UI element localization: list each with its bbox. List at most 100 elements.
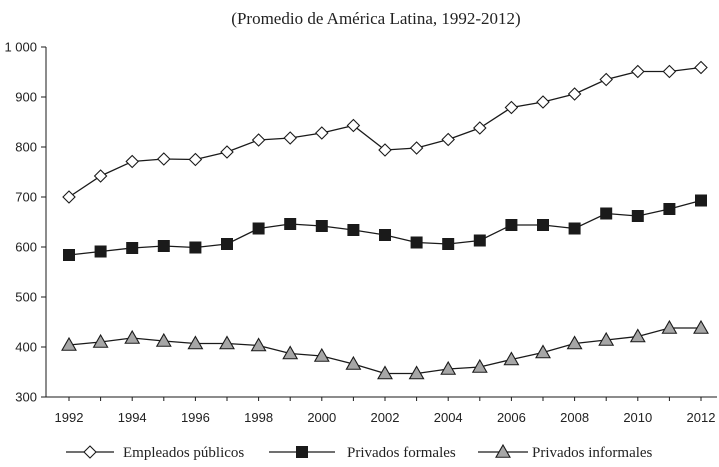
data-point <box>188 152 203 167</box>
series-0 <box>62 60 708 204</box>
data-point <box>503 351 520 366</box>
data-point <box>315 220 328 232</box>
y-tick-label: 500 <box>15 290 37 305</box>
data-point <box>473 121 487 135</box>
y-tick-label: 800 <box>15 140 37 155</box>
x-tick-label: 1992 <box>55 410 84 425</box>
data-point <box>315 126 329 140</box>
data-point <box>94 245 107 258</box>
legend: Empleados públicos Privados formales Priva… <box>66 443 653 461</box>
data-point <box>598 331 615 346</box>
legend-label: Privados formales <box>347 445 456 461</box>
data-point <box>61 336 77 351</box>
data-point <box>409 141 424 155</box>
x-tick-label: 2004 <box>434 410 463 425</box>
axes: 300 400 500 600 700 800 900 1 000 1992 1994 1996 19… <box>4 40 717 425</box>
legend-item: Empleados públicos <box>66 445 244 461</box>
data-point <box>631 210 644 222</box>
data-point <box>155 332 172 347</box>
legend-marker <box>495 443 511 458</box>
data-point <box>283 131 297 145</box>
legend-item: Privados informales <box>478 443 653 461</box>
data-point <box>250 337 267 352</box>
x-tick-label: 2010 <box>623 410 652 425</box>
data-point <box>631 64 645 79</box>
data-point <box>62 190 76 204</box>
data-point <box>378 143 392 157</box>
data-point <box>663 203 676 215</box>
y-tick-label: 400 <box>15 340 37 355</box>
x-tick-label: 2006 <box>497 410 526 425</box>
x-tick-label: 1998 <box>244 410 273 425</box>
data-point <box>505 219 518 231</box>
data-point <box>410 236 423 249</box>
data-point <box>379 229 391 241</box>
series-1 <box>63 194 707 261</box>
data-point <box>441 132 455 147</box>
data-point <box>345 355 362 370</box>
y-tick-label: 900 <box>15 90 37 105</box>
y-tick-label: 1 000 <box>4 40 37 55</box>
series-2 <box>61 319 709 380</box>
data-point <box>313 347 330 362</box>
data-point <box>442 238 455 250</box>
data-point <box>408 365 425 380</box>
data-point <box>377 365 393 380</box>
data-point <box>157 152 171 166</box>
x-tick-label: 2008 <box>560 410 589 425</box>
data-point <box>157 240 170 252</box>
data-point <box>251 133 266 147</box>
legend-label: Empleados públicos <box>123 445 244 461</box>
data-point <box>566 335 583 350</box>
data-point <box>189 241 202 254</box>
data-point <box>568 222 581 235</box>
data-point <box>473 234 486 247</box>
data-point <box>347 224 360 236</box>
x-tick-label: 2012 <box>687 410 716 425</box>
data-point <box>221 238 233 250</box>
data-point <box>693 319 709 334</box>
series-line <box>68 66 702 198</box>
data-point <box>537 219 549 231</box>
data-point <box>567 87 582 101</box>
data-point <box>187 335 204 350</box>
data-point <box>536 95 550 109</box>
y-tick-label: 300 <box>15 390 37 405</box>
data-point <box>471 358 488 373</box>
legend-marker <box>296 446 308 458</box>
data-point <box>125 154 139 169</box>
legend-item: Privados formales <box>269 445 456 461</box>
data-point <box>440 360 457 375</box>
chart-title: (Promedio de América Latina, 1992-2012) <box>231 9 520 28</box>
x-tick-label: 2002 <box>371 410 400 425</box>
data-point <box>695 194 707 207</box>
legend-marker <box>83 445 97 459</box>
data-point <box>600 207 613 220</box>
x-tick-label: 1996 <box>181 410 210 425</box>
y-tick-label: 700 <box>15 190 37 205</box>
series-layer <box>61 60 709 380</box>
data-point <box>124 329 141 344</box>
data-point <box>126 242 139 254</box>
data-point <box>93 169 108 183</box>
data-point <box>252 222 265 235</box>
data-point <box>219 335 235 350</box>
legend-label: Privados informales <box>532 445 653 461</box>
data-point <box>63 249 75 261</box>
data-point <box>629 328 646 343</box>
x-tick-label: 2000 <box>307 410 336 425</box>
data-point <box>662 64 677 79</box>
data-point <box>504 100 519 115</box>
data-point <box>694 60 708 75</box>
data-point <box>346 118 361 133</box>
data-point <box>92 333 109 348</box>
data-point <box>535 344 551 359</box>
data-point <box>282 345 299 360</box>
data-point <box>599 72 613 87</box>
y-tick-label: 600 <box>15 240 37 255</box>
data-point <box>661 319 678 334</box>
x-tick-label: 1994 <box>118 410 147 425</box>
data-point <box>220 145 234 159</box>
